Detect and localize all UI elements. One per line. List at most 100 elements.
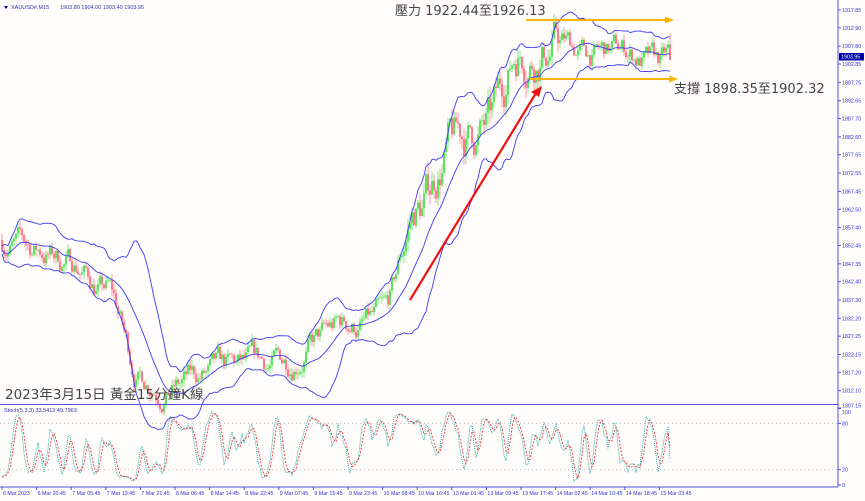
candle	[327, 323, 329, 327]
candle	[79, 274, 81, 275]
candle	[123, 321, 125, 330]
candle	[33, 245, 35, 255]
candle	[663, 47, 665, 53]
price-tick-label: 1807.15	[842, 404, 861, 410]
candle	[221, 354, 223, 359]
candle	[295, 371, 297, 374]
candle	[593, 45, 595, 55]
time-tick-label: 10 Mar 08:45	[384, 491, 415, 497]
candle	[247, 346, 249, 353]
candle	[491, 101, 493, 111]
candle	[489, 97, 491, 111]
time-tick-label: 6 Mar 2023	[3, 491, 30, 497]
time-tick-label: 8 Mar 14:45	[211, 491, 239, 497]
price-tick-label: 1822.15	[842, 353, 861, 359]
time-tick-label: 7 Mar 21:45	[141, 491, 169, 497]
candle	[329, 322, 331, 327]
candle	[279, 349, 281, 360]
candle	[393, 277, 395, 280]
candle	[629, 49, 631, 57]
time-tick-label: 15 Mar 03:45	[660, 491, 691, 497]
candle	[209, 359, 211, 366]
candle	[75, 265, 77, 272]
candle	[435, 190, 437, 199]
candle	[547, 60, 549, 66]
candle	[175, 379, 177, 387]
candle	[381, 297, 383, 298]
stochastic-layer	[1, 410, 671, 482]
candle	[627, 56, 629, 58]
candle	[575, 55, 577, 56]
candle	[109, 279, 111, 281]
candle	[543, 46, 545, 58]
candle	[63, 264, 65, 267]
candle	[125, 329, 127, 333]
candle	[623, 40, 625, 52]
candle	[67, 249, 69, 257]
candle	[631, 49, 633, 61]
candle	[245, 352, 247, 358]
candle	[431, 181, 433, 195]
candle	[537, 70, 539, 82]
candle	[47, 254, 49, 256]
time-tick-label: 13 Mar 17:45	[522, 491, 553, 497]
candle	[525, 81, 527, 88]
candle	[147, 385, 149, 393]
candle	[433, 181, 435, 191]
candle	[241, 354, 243, 360]
candle	[61, 266, 63, 271]
candles-layer	[1, 14, 671, 416]
candle	[651, 42, 653, 47]
stoch-tick-label: 20	[842, 468, 848, 474]
candle	[665, 47, 667, 53]
time-tick-label: 14 Mar 18:45	[626, 491, 657, 497]
candle	[367, 308, 369, 315]
candle	[599, 45, 601, 47]
candle	[321, 322, 323, 330]
candle	[485, 112, 487, 125]
candle	[263, 358, 265, 370]
candle	[319, 329, 321, 337]
candle	[557, 28, 559, 44]
candle	[615, 35, 617, 44]
candle	[71, 261, 73, 272]
trend-arrow	[409, 92, 537, 301]
candle	[511, 65, 513, 69]
candle	[425, 174, 427, 194]
chart-caption: 2023年3月15日 黃金15分鐘K線	[5, 386, 204, 403]
candle	[77, 271, 79, 275]
candle	[233, 354, 235, 363]
candle	[157, 399, 159, 405]
candle	[583, 39, 585, 46]
candle	[465, 138, 467, 157]
bollinger-bands-layer	[1, 11, 671, 431]
candle	[183, 371, 185, 380]
candle	[409, 223, 411, 229]
candle	[513, 64, 515, 66]
candle	[207, 365, 209, 372]
candle	[403, 251, 405, 256]
candle	[457, 122, 459, 124]
candle	[363, 318, 365, 320]
candle	[331, 322, 333, 328]
lower-band-line	[1, 61, 671, 431]
candle	[653, 42, 655, 55]
candle	[309, 334, 311, 340]
stoch-main-line	[1, 410, 671, 482]
candle	[211, 352, 213, 360]
candle	[59, 261, 61, 271]
candle	[275, 347, 277, 351]
candle	[373, 306, 375, 312]
collapse-triangle-icon[interactable]	[4, 6, 8, 9]
candle	[177, 379, 179, 384]
candle	[35, 245, 37, 250]
candle	[487, 97, 489, 113]
candle	[613, 35, 615, 42]
candle	[355, 332, 357, 338]
candle	[81, 272, 83, 275]
candle	[495, 86, 497, 89]
candle	[527, 78, 529, 88]
candle	[531, 65, 533, 70]
time-tick-label: 7 Mar 13:45	[107, 491, 135, 497]
